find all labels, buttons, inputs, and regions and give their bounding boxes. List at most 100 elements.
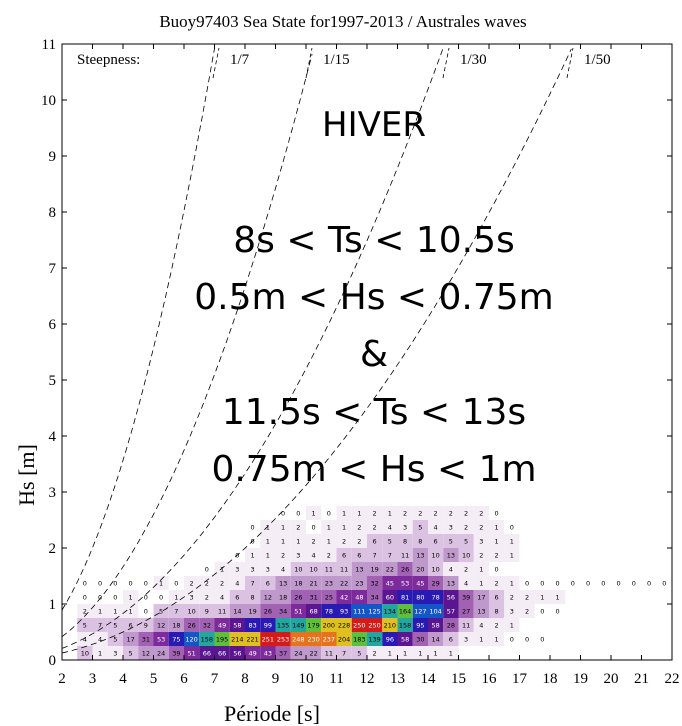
cell-count: 2 xyxy=(495,622,499,630)
cell-count: 2 xyxy=(220,580,224,588)
cell-count: 2 xyxy=(205,594,209,602)
cell-count: 11 xyxy=(325,650,333,658)
cell-count: 0 xyxy=(113,580,117,588)
cell-count: 5 xyxy=(159,608,163,616)
x-tick-label: 14 xyxy=(421,671,437,687)
cell-count: 2 xyxy=(464,510,468,518)
cell-count: 2 xyxy=(373,510,377,518)
cell-count: 56 xyxy=(233,650,241,658)
cell-count: 2 xyxy=(479,552,483,560)
cell-count: 2 xyxy=(327,552,331,560)
cell-count: 24 xyxy=(157,650,165,658)
cell-count: 0 xyxy=(571,580,575,588)
cell-count: 24 xyxy=(294,650,302,658)
cell-count: 0 xyxy=(159,594,163,602)
cell-count: 2 xyxy=(525,594,529,602)
cell-count: 248 xyxy=(292,636,304,644)
x-tick-label: 3 xyxy=(89,671,97,687)
cell-count: 4 xyxy=(235,580,239,588)
cell-count: 7 xyxy=(373,552,377,560)
cell-count: 0 xyxy=(495,510,499,518)
y-tick-label: 3 xyxy=(49,485,57,501)
cell-count: 6 xyxy=(373,538,377,546)
cell-count: 2 xyxy=(464,524,468,532)
cell-count: 39 xyxy=(172,650,180,658)
cell-count: 78 xyxy=(325,608,333,616)
cell-count: 0 xyxy=(617,580,621,588)
cell-count: 53 xyxy=(157,636,165,644)
cell-count: 10 xyxy=(431,552,439,560)
cell-count: 0 xyxy=(601,580,605,588)
cell-count: 1 xyxy=(479,636,483,644)
cell-count: 32 xyxy=(370,580,378,588)
cell-count: 0 xyxy=(540,580,544,588)
cell-count: 25 xyxy=(325,594,333,602)
cell-count: 57 xyxy=(447,608,455,616)
cell-count: 4 xyxy=(98,636,102,644)
cell-count: 1 xyxy=(449,650,453,658)
x-tick-label: 15 xyxy=(451,671,466,687)
cell-count: 1 xyxy=(418,650,422,658)
cell-count: 1 xyxy=(98,608,102,616)
cell-count: 1 xyxy=(113,608,117,616)
cell-count: 4 xyxy=(388,524,392,532)
cell-count: 1 xyxy=(266,552,270,560)
cell-count: 11 xyxy=(218,608,226,616)
cell-count: 158 xyxy=(399,622,411,630)
cell-count: 11 xyxy=(325,566,333,574)
cell-count: 2 xyxy=(479,524,483,532)
cell-count: 17 xyxy=(477,594,485,602)
cell-count: 158 xyxy=(201,636,213,644)
x-tick-label: 17 xyxy=(512,671,528,687)
cell-count: 139 xyxy=(368,636,380,644)
cell-count: 34 xyxy=(370,594,378,602)
cell-count: 28 xyxy=(447,622,455,630)
annotation-line: HIVER xyxy=(322,105,426,145)
cell-count: 0 xyxy=(510,636,514,644)
y-tick-label: 6 xyxy=(49,317,57,333)
cell-count: 13 xyxy=(447,552,455,560)
cell-count: 1 xyxy=(327,524,331,532)
cell-count: 6 xyxy=(495,594,499,602)
cell-count: 22 xyxy=(386,566,394,574)
cell-count: 0 xyxy=(296,510,300,518)
x-tick-label: 2 xyxy=(58,671,66,687)
cell-count: 3 xyxy=(479,538,483,546)
cell-count: 11 xyxy=(340,566,348,574)
cell-count: 1 xyxy=(510,538,514,546)
y-tick-label: 11 xyxy=(42,37,56,53)
cell-count: 0 xyxy=(174,580,178,588)
cell-count: 2 xyxy=(479,510,483,518)
cell-count: 6 xyxy=(342,552,346,560)
cell-count: 2 xyxy=(403,510,407,518)
cell-count: 1 xyxy=(540,594,544,602)
cell-count: 253 xyxy=(277,636,289,644)
cell-count: 1 xyxy=(403,650,407,658)
cell-count: 221 xyxy=(246,636,258,644)
cell-count: 0 xyxy=(525,580,529,588)
cell-count: 81 xyxy=(401,594,409,602)
cell-count: 0 xyxy=(98,580,102,588)
cell-count: 6 xyxy=(434,538,438,546)
cell-count: 2 xyxy=(495,580,499,588)
cell-count: 0 xyxy=(647,580,651,588)
cell-count: 228 xyxy=(338,622,350,630)
cell-count: 13 xyxy=(447,580,455,588)
cell-count: 5 xyxy=(464,538,468,546)
cell-count: 0 xyxy=(525,636,529,644)
cell-count: 0 xyxy=(281,510,285,518)
annotation-line: & xyxy=(360,334,388,375)
cell-count: 0 xyxy=(83,580,87,588)
cell-count: 7 xyxy=(251,580,255,588)
cell-count: 26 xyxy=(187,622,195,630)
cell-count: 2 xyxy=(357,538,361,546)
cell-count: 2 xyxy=(449,510,453,518)
cell-count: 3 xyxy=(235,566,239,574)
x-tick-label: 6 xyxy=(180,671,188,687)
cell-count: 3 xyxy=(266,566,270,574)
cell-count: 0 xyxy=(144,608,148,616)
cell-count: 4 xyxy=(312,552,316,560)
cell-count: 66 xyxy=(203,650,211,658)
cell-count: 135 xyxy=(277,622,289,630)
y-tick-label: 8 xyxy=(49,205,57,221)
